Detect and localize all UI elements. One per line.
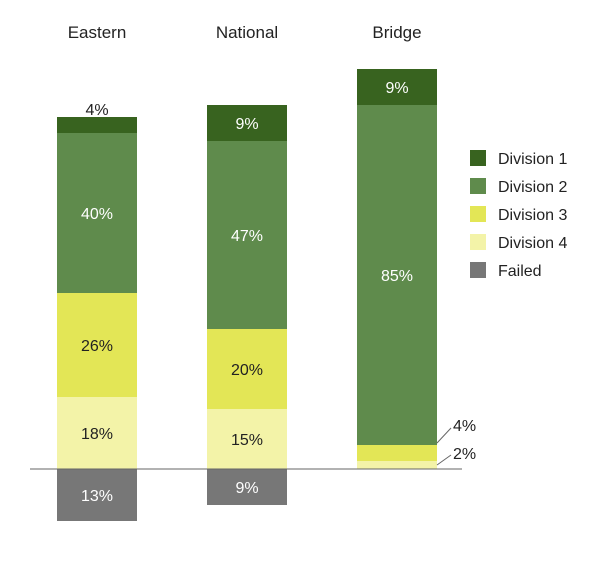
category-label-national: National [216,23,278,42]
bar-national-division-2 [207,141,287,329]
value-label-eastern-division-4: 18% [81,426,113,443]
value-label-national-division-1: 9% [235,116,258,133]
leader-line-bridge-division-3 [436,427,452,444]
value-label-national-failed: 9% [235,480,258,497]
legend-label-division-2: Division 2 [498,179,567,196]
legend-label-division-3: Division 3 [498,207,567,224]
legend-swatch-failed [470,262,486,278]
category-label-bridge: Bridge [372,23,421,42]
legend-label-division-4: Division 4 [498,235,567,252]
leader-line-bridge-division-4 [436,454,452,466]
value-label-eastern-failed: 13% [81,488,113,505]
legend-label-division-1: Division 1 [498,151,567,168]
bar-eastern-failed [57,469,137,521]
bar-national-failed [207,469,287,505]
legend-swatch-division-1 [470,150,486,166]
legend-swatch-division-3 [470,206,486,222]
bar-national-division-3 [207,329,287,409]
bar-bridge-division-1 [357,69,437,105]
category-label-eastern: Eastern [68,23,127,42]
labels-layer: Eastern 4% 40% 26% 18% 13% National 9% 47% 20% 15%… [68,23,476,505]
value-label-bridge-division-4: 2% [453,446,476,463]
bar-eastern-division-2 [57,133,137,293]
value-label-bridge-division-2: 85% [381,268,413,285]
bars-layer [57,69,437,521]
bar-bridge-division-4 [357,461,437,469]
legend-swatch-division-4 [470,234,486,250]
bar-eastern-division-3 [57,293,137,397]
value-label-bridge-division-3: 4% [453,418,476,435]
bar-bridge-division-3 [357,445,437,461]
value-label-eastern-division-2: 40% [81,206,113,223]
value-label-national-division-2: 47% [231,228,263,245]
value-label-national-division-3: 20% [231,362,263,379]
legend-label-failed: Failed [498,263,542,280]
value-label-national-division-4: 15% [231,432,263,449]
bar-bridge-division-2 [357,105,437,445]
bar-eastern-division-4 [57,397,137,469]
legend: Division 1 Division 2 Division 3 Division 4… [470,150,567,280]
bar-national-division-4 [207,409,287,469]
bar-eastern-division-1 [57,117,137,133]
value-label-bridge-division-1: 9% [385,80,408,97]
value-label-eastern-division-1: 4% [85,102,108,119]
bar-national-division-1 [207,105,287,141]
legend-swatch-division-2 [470,178,486,194]
value-label-eastern-division-3: 26% [81,338,113,355]
